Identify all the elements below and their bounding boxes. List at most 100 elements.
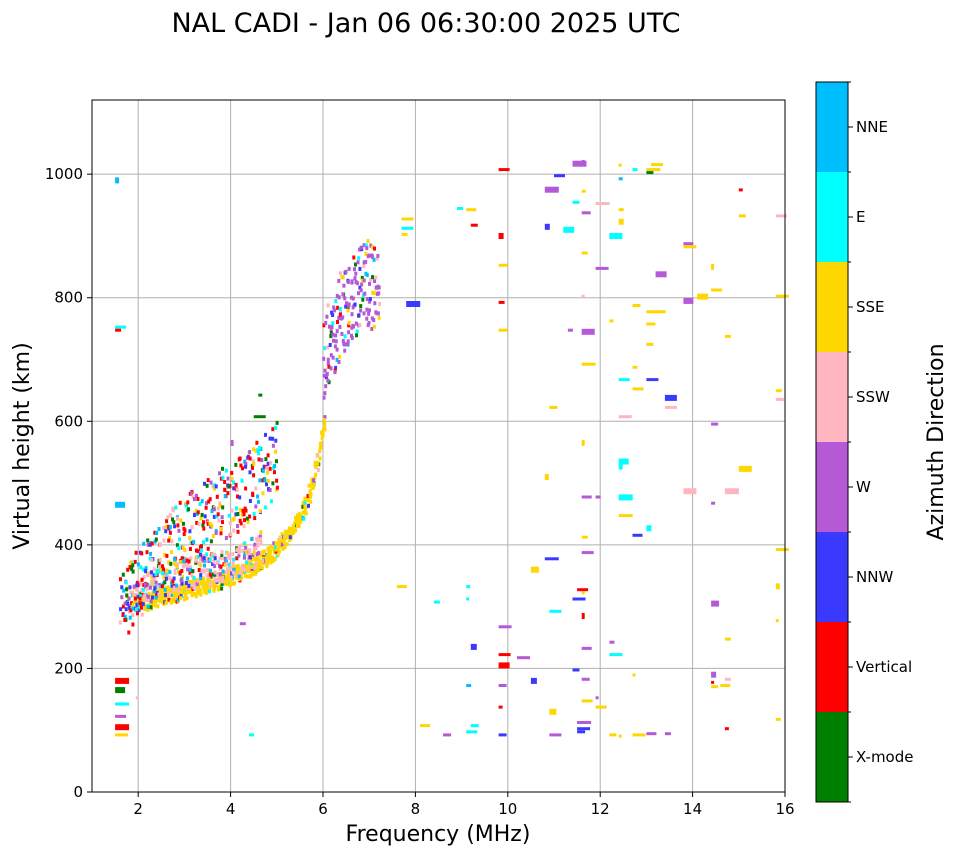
echo-mark	[173, 568, 177, 573]
echo-mark	[273, 470, 276, 475]
echo-mark	[200, 580, 204, 585]
echo-mark	[252, 447, 256, 452]
echo-mark	[248, 514, 252, 519]
echo-mark	[212, 552, 216, 557]
echo-mark	[243, 541, 247, 546]
echo-point	[738, 188, 743, 192]
echo-mark	[161, 599, 165, 604]
echo-mark	[244, 486, 248, 491]
echo-mark	[164, 525, 168, 530]
echo-mark	[210, 523, 214, 528]
echo-point	[775, 548, 789, 551]
echo-mark	[253, 542, 257, 547]
echo-point	[554, 174, 565, 178]
echo-mark	[199, 572, 203, 577]
echo-mark	[177, 592, 181, 597]
echo-mark	[206, 546, 210, 551]
echo-mark	[212, 588, 216, 593]
echo-mark	[251, 465, 254, 470]
echo-mark	[136, 594, 140, 599]
echo-mark	[212, 579, 216, 584]
echo-mark	[179, 596, 182, 601]
echo-mark	[223, 562, 227, 567]
colorbar-label: Azimuth Direction	[924, 343, 949, 540]
echo-mark	[191, 494, 195, 499]
echo-point	[581, 495, 592, 499]
echo-point	[498, 705, 503, 709]
plot-area: 2 4 6 8 10 12 14 16 0 200 400 600 800 1000	[45, 99, 795, 818]
echo-mark	[261, 549, 265, 554]
echo-mark	[230, 476, 234, 481]
echo-mark	[229, 575, 233, 580]
echo-mark	[201, 523, 205, 528]
echo-point	[406, 301, 421, 307]
echo-mark	[190, 525, 194, 530]
echo-point	[401, 232, 408, 236]
echo-mark	[218, 503, 222, 508]
echo-mark	[182, 532, 186, 537]
echo-point	[572, 160, 587, 167]
echo-mark	[341, 315, 345, 320]
echo-mark	[325, 371, 329, 376]
echo-mark	[155, 568, 159, 573]
echo-mark	[374, 275, 378, 280]
echo-mark	[331, 355, 335, 360]
echo-mark	[150, 575, 154, 580]
echo-mark	[199, 548, 203, 553]
echo-mark	[182, 586, 186, 591]
echo-mark	[257, 557, 261, 562]
echo-mark	[139, 601, 143, 606]
echo-mark	[143, 607, 147, 611]
echo-mark	[177, 569, 181, 574]
x-tick-label: 12	[591, 800, 610, 818]
echo-mark	[179, 560, 183, 564]
echo-mark	[261, 559, 265, 563]
echo-mark	[213, 556, 217, 561]
echo-mark	[261, 468, 265, 473]
echo-mark	[153, 539, 157, 544]
echo-mark	[195, 581, 199, 586]
echo-mark	[175, 561, 179, 566]
echo-mark	[326, 378, 330, 383]
echo-mark	[231, 552, 235, 557]
echo-mark	[350, 333, 353, 338]
echo-mark	[211, 562, 215, 566]
echo-mark	[371, 290, 375, 295]
echo-point	[581, 646, 592, 650]
echo-mark	[165, 553, 169, 558]
echo-mark	[163, 587, 167, 592]
echo-point	[664, 394, 677, 401]
echo-mark	[181, 574, 184, 579]
echo-point	[577, 588, 589, 592]
echo-mark	[218, 501, 222, 506]
echo-mark	[323, 427, 327, 432]
echo-mark	[165, 568, 169, 573]
echo-mark	[241, 542, 245, 547]
echo-mark	[151, 581, 155, 585]
echo-point	[724, 637, 731, 641]
echo-mark	[127, 630, 131, 635]
echo-point	[466, 730, 478, 734]
echo-mark	[183, 548, 187, 552]
echo-mark	[331, 313, 335, 317]
echo-mark	[358, 323, 362, 327]
echo-mark	[170, 593, 174, 598]
echo-mark	[376, 311, 380, 316]
echo-mark	[123, 618, 127, 622]
echo-mark	[199, 576, 203, 581]
echo-mark	[265, 564, 269, 569]
echo-mark	[196, 578, 200, 583]
echo-mark	[227, 552, 231, 557]
colorbar-tick-label: SSW	[856, 388, 890, 406]
echo-mark	[333, 344, 337, 349]
echo-mark	[202, 553, 206, 558]
echo-mark	[203, 563, 206, 568]
echo-mark	[177, 584, 181, 589]
echo-mark	[329, 328, 333, 333]
echo-mark	[170, 600, 174, 605]
echo-mark	[357, 256, 361, 261]
echo-point	[683, 242, 694, 246]
echo-mark	[323, 368, 327, 373]
echo-mark	[121, 572, 125, 577]
echo-mark	[181, 545, 185, 550]
